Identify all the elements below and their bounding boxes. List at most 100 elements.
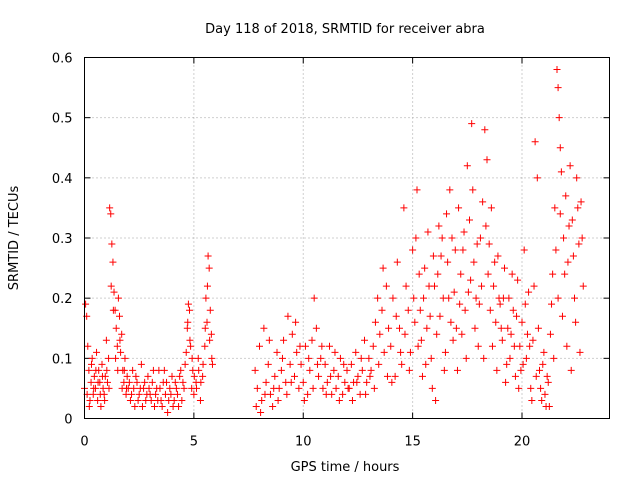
data-point xyxy=(265,336,273,344)
data-point xyxy=(292,318,300,326)
data-point xyxy=(545,402,553,410)
data-point xyxy=(204,252,212,260)
data-point xyxy=(554,294,562,302)
data-point xyxy=(509,306,517,314)
data-point xyxy=(502,378,510,386)
data-point xyxy=(572,318,580,326)
data-point xyxy=(450,288,458,296)
data-point xyxy=(555,114,563,122)
data-point xyxy=(520,246,528,254)
data-point xyxy=(352,348,360,356)
data-point xyxy=(416,306,424,314)
data-point xyxy=(409,246,417,254)
data-point xyxy=(537,384,545,392)
data-point xyxy=(487,204,495,212)
data-point xyxy=(556,144,564,152)
data-point xyxy=(471,324,479,332)
data-point xyxy=(327,372,335,380)
data-point xyxy=(195,366,203,374)
data-point xyxy=(86,396,94,404)
data-point xyxy=(396,324,403,332)
data-point xyxy=(160,366,168,374)
data-point xyxy=(550,354,558,362)
data-point xyxy=(421,264,429,272)
data-point xyxy=(434,270,442,278)
data-point xyxy=(382,282,390,290)
data-point xyxy=(101,396,109,404)
y-tick-label: 0.6 xyxy=(52,52,73,67)
data-point xyxy=(201,342,209,350)
data-point xyxy=(103,366,111,374)
data-point xyxy=(413,186,421,194)
data-point xyxy=(499,294,507,302)
data-point xyxy=(397,348,405,356)
data-point xyxy=(331,348,339,356)
data-point xyxy=(376,330,384,338)
data-point xyxy=(321,360,329,368)
data-point xyxy=(429,252,437,260)
data-point xyxy=(401,330,409,338)
data-point xyxy=(94,396,102,404)
data-point xyxy=(446,186,454,194)
data-point xyxy=(300,396,308,404)
data-point xyxy=(406,348,414,356)
data-point xyxy=(88,354,96,362)
data-point xyxy=(118,330,126,338)
data-point xyxy=(103,378,111,386)
data-point xyxy=(283,390,291,398)
data-point xyxy=(532,372,540,380)
data-point xyxy=(562,192,570,200)
data-point xyxy=(518,318,526,326)
data-point xyxy=(553,66,561,74)
data-point xyxy=(334,372,342,380)
data-point xyxy=(358,366,366,374)
data-point xyxy=(488,342,496,350)
data-point xyxy=(398,360,406,368)
data-point xyxy=(548,300,556,308)
data-point xyxy=(443,210,451,218)
data-point xyxy=(182,348,190,356)
data-point xyxy=(318,342,326,350)
data-point xyxy=(197,378,205,386)
data-point xyxy=(456,300,464,308)
data-point xyxy=(278,354,286,362)
y-tick-label: 0.3 xyxy=(52,232,73,247)
data-point xyxy=(344,384,352,392)
data-point xyxy=(341,378,349,386)
data-point xyxy=(418,372,426,380)
data-point xyxy=(107,282,115,290)
data-point xyxy=(473,240,481,248)
data-point xyxy=(252,402,260,410)
data-point xyxy=(422,360,430,368)
data-point xyxy=(519,360,527,368)
data-point xyxy=(464,288,472,296)
data-point xyxy=(493,366,501,374)
data-point xyxy=(180,384,188,392)
data-point xyxy=(410,294,418,302)
data-point xyxy=(99,384,107,392)
data-point xyxy=(343,366,351,374)
data-point xyxy=(569,252,577,260)
data-point xyxy=(181,360,189,368)
data-point xyxy=(322,390,330,398)
data-point xyxy=(455,204,463,212)
data-point xyxy=(557,168,565,176)
data-point xyxy=(123,372,131,380)
data-point xyxy=(105,384,113,392)
data-point xyxy=(136,384,144,392)
data-point xyxy=(179,378,187,386)
data-point xyxy=(435,222,443,230)
data-point xyxy=(323,378,331,386)
data-point xyxy=(523,330,531,338)
data-point xyxy=(251,366,259,374)
data-point xyxy=(96,390,104,398)
data-point xyxy=(269,402,277,410)
data-point xyxy=(560,234,568,242)
data-point xyxy=(116,336,124,344)
data-point xyxy=(511,372,519,380)
data-point xyxy=(125,378,133,386)
data-point xyxy=(184,318,192,326)
data-point xyxy=(571,294,578,302)
data-point xyxy=(527,384,535,392)
